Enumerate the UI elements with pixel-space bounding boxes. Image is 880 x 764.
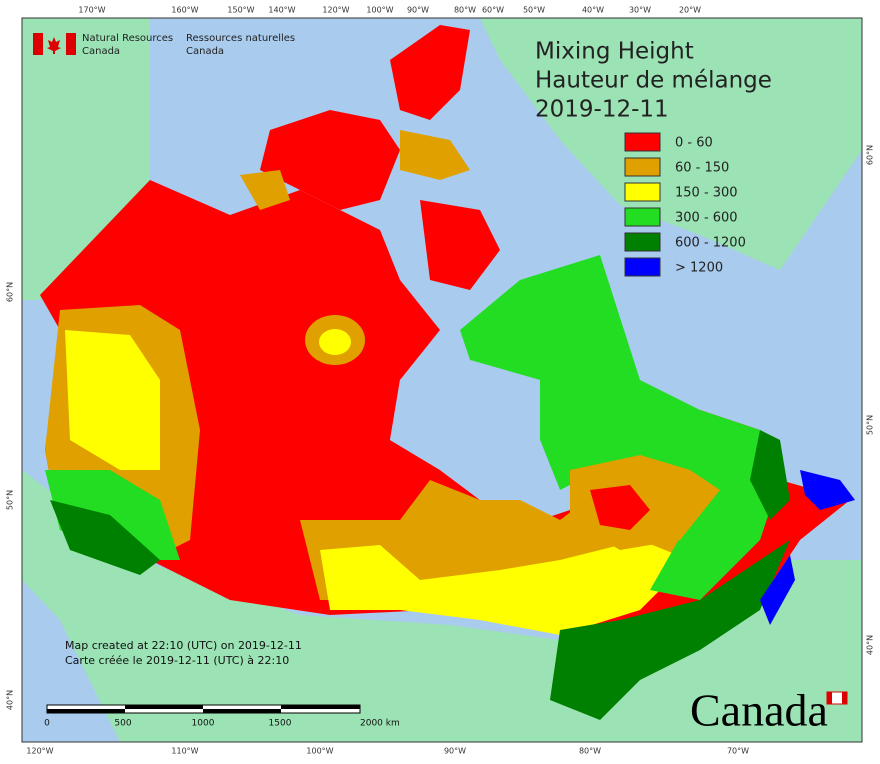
latitude-label: 50°N <box>866 415 875 435</box>
latitude-label: 40°N <box>866 635 875 655</box>
logo-text: Ressources naturelles <box>186 33 295 44</box>
arctic-islands <box>390 25 470 120</box>
legend-label: 150 - 300 <box>675 186 738 201</box>
scale-label: 1000 <box>192 719 215 729</box>
zone <box>319 329 351 355</box>
legend-swatch <box>624 182 661 202</box>
arctic-islands <box>240 170 290 210</box>
flag-bar <box>66 33 76 55</box>
longitude-label: 90°W <box>444 747 466 756</box>
arctic-islands <box>400 130 470 180</box>
scale-segment <box>203 709 281 713</box>
zone <box>50 500 160 575</box>
note: Carte créée le 2019-12-11 (UTC) à 22:10 <box>65 654 289 667</box>
scale-label: 1500 <box>269 719 292 729</box>
note: Map created at 22:10 (UTC) on 2019-12-11 <box>65 639 302 652</box>
longitude-label: 70°W <box>727 747 749 756</box>
longitude-label: 50°W <box>523 6 545 15</box>
title-line: Hauteur de mélange <box>535 68 772 94</box>
zone <box>760 555 795 625</box>
scale-label: 2000 km <box>360 719 400 729</box>
greenland <box>480 18 862 270</box>
scale-label: 0 <box>44 719 50 729</box>
longitude-label: 150°W <box>227 6 254 15</box>
title: Mixing Height Hauteur de mélange 2019-12-1… <box>535 39 772 123</box>
wordmark-flag <box>827 692 832 704</box>
graticule: 170°W 160°W 150°W 140°W 120°W 100°W 90°W 80°W 60… <box>6 6 875 756</box>
scale-segment <box>47 709 125 713</box>
longitude-label: 120°W <box>322 6 349 15</box>
arctic-islands <box>420 200 500 290</box>
longitude-label: 140°W <box>268 6 295 15</box>
logo-text: Canada <box>82 46 120 57</box>
scale-segment <box>281 705 360 709</box>
longitude-label: 60°W <box>482 6 504 15</box>
zone <box>550 540 790 720</box>
longitude-label: 100°W <box>366 6 393 15</box>
longitude-label: 100°W <box>306 747 333 756</box>
legend-label: 0 - 60 <box>675 136 713 151</box>
latitude-label: 50°N <box>6 490 15 510</box>
logo: Natural Resources Canada Ressources natu… <box>33 33 295 57</box>
longitude-label: 80°W <box>579 747 601 756</box>
flag-bar <box>33 33 43 55</box>
wordmark: Canada <box>690 685 848 736</box>
zone <box>65 330 160 470</box>
legend-label: 60 - 150 <box>675 161 729 176</box>
latitude-label: 60°N <box>866 145 875 165</box>
zone <box>45 470 180 560</box>
map <box>22 18 862 742</box>
legend-swatch <box>624 132 661 152</box>
zone <box>590 485 650 530</box>
legend: 0 - 60 60 - 150 150 - 300 300 - 600 600 - 12… <box>624 132 746 277</box>
longitude-label: 160°W <box>171 6 198 15</box>
legend-label: 600 - 1200 <box>675 236 746 251</box>
longitude-label: 80°W <box>454 6 476 15</box>
zone <box>800 470 855 510</box>
logo-text: Natural Resources <box>82 33 173 44</box>
latitude-label: 60°N <box>6 282 15 302</box>
longitude-label: 40°W <box>582 6 604 15</box>
title-line: 2019-12-11 <box>535 97 669 123</box>
wordmark-text: Canada <box>690 685 828 736</box>
map-frame <box>21 17 863 743</box>
longitude-label: 170°W <box>78 6 105 15</box>
legend-label: 300 - 600 <box>675 211 738 226</box>
title-line: Mixing Height <box>535 39 694 65</box>
legend-swatch <box>624 232 661 252</box>
legend-swatch <box>624 257 661 277</box>
latitude-label: 40°N <box>6 690 15 710</box>
legend-label: > 1200 <box>675 261 723 276</box>
longitude-label: 90°W <box>407 6 429 15</box>
scale-bar: 0 500 1000 1500 2000 km <box>44 704 400 729</box>
wordmark-flag <box>842 692 847 704</box>
scale-label: 500 <box>114 719 131 729</box>
alaska <box>22 18 150 300</box>
zone <box>320 540 690 635</box>
longitude-label: 110°W <box>171 747 198 756</box>
legend-swatch <box>624 207 661 227</box>
zone <box>750 430 790 520</box>
longitude-label: 120°W <box>26 747 53 756</box>
longitude-label: 30°W <box>629 6 651 15</box>
scale-segment <box>125 705 203 709</box>
longitude-label: 20°W <box>679 6 701 15</box>
hudson-bay <box>390 360 560 500</box>
logo-text: Canada <box>186 46 224 57</box>
legend-swatch <box>624 157 661 177</box>
arctic-islands <box>260 110 400 210</box>
maple-leaf <box>47 37 61 54</box>
